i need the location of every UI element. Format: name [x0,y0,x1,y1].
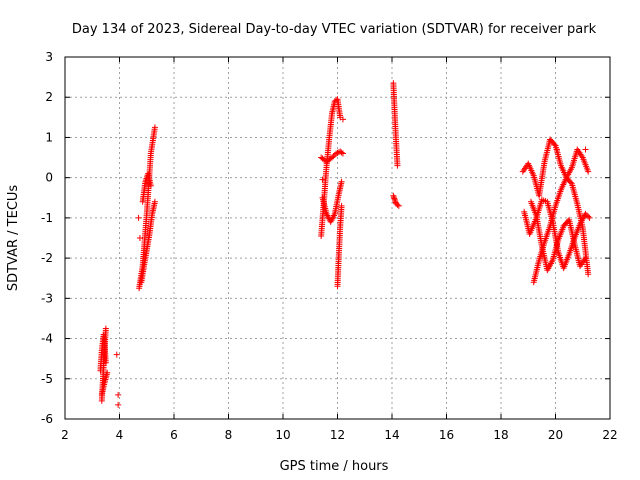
data-point [585,213,592,220]
x-tick-label: 20 [548,428,563,442]
data-point [151,124,158,131]
x-tick-label: 16 [439,428,454,442]
data-point [551,141,558,148]
x-tick-label: 12 [330,428,345,442]
data-point [582,146,589,153]
data-point [147,182,154,189]
data-point [104,369,111,376]
y-tick-label: -5 [41,372,53,386]
y-tick-label: 1 [45,130,53,144]
y-tick-label: -4 [41,332,53,346]
data-point [333,150,340,157]
data-point [582,255,589,262]
x-tick-label: 10 [275,428,290,442]
plot-frame [64,56,611,420]
x-tick-label: 14 [384,428,399,442]
y-tick-label: -6 [41,412,53,426]
y-axis-label: SDTVAR / TECUs [6,185,21,292]
data-point [115,391,122,398]
x-tick-label: 22 [602,428,617,442]
x-tick-label: 4 [116,428,124,442]
x-tick-label: 18 [493,428,508,442]
y-tick-label: 2 [45,90,53,104]
y-tick-label: 3 [45,50,53,64]
data-point [330,153,337,160]
data-point [151,198,158,205]
data-point [319,176,326,183]
data-point [113,351,120,358]
x-tick-label: 8 [225,428,233,442]
data-point [585,168,592,175]
data-point [395,202,402,209]
x-tick-label: 2 [61,428,69,442]
data-point [338,202,345,209]
y-tick-label: -2 [41,251,53,265]
y-tick-label: 0 [45,171,53,185]
y-tick-label: -3 [41,291,53,305]
data-point [339,150,346,157]
data-point [567,179,574,186]
data-point [585,271,592,278]
data-point [135,214,142,221]
data-point [394,162,401,169]
data-point [553,146,560,153]
data-point [136,235,143,241]
data-point [338,178,345,185]
x-tick-label: 6 [170,428,178,442]
data-point [339,116,346,123]
y-tick-label: -1 [41,211,53,225]
data-point [338,149,345,156]
data-point [394,201,401,208]
data-point [582,210,589,217]
data-point [586,214,593,221]
data-point [115,401,122,408]
data-point [583,212,590,219]
data-point [102,359,109,366]
x-axis-label: GPS time / hours [280,459,389,474]
data-point [329,154,336,161]
chart-title: Day 134 of 2023, Sidereal Day-to-day VTE… [72,22,597,37]
data-points [97,80,593,408]
data-point [102,325,109,332]
